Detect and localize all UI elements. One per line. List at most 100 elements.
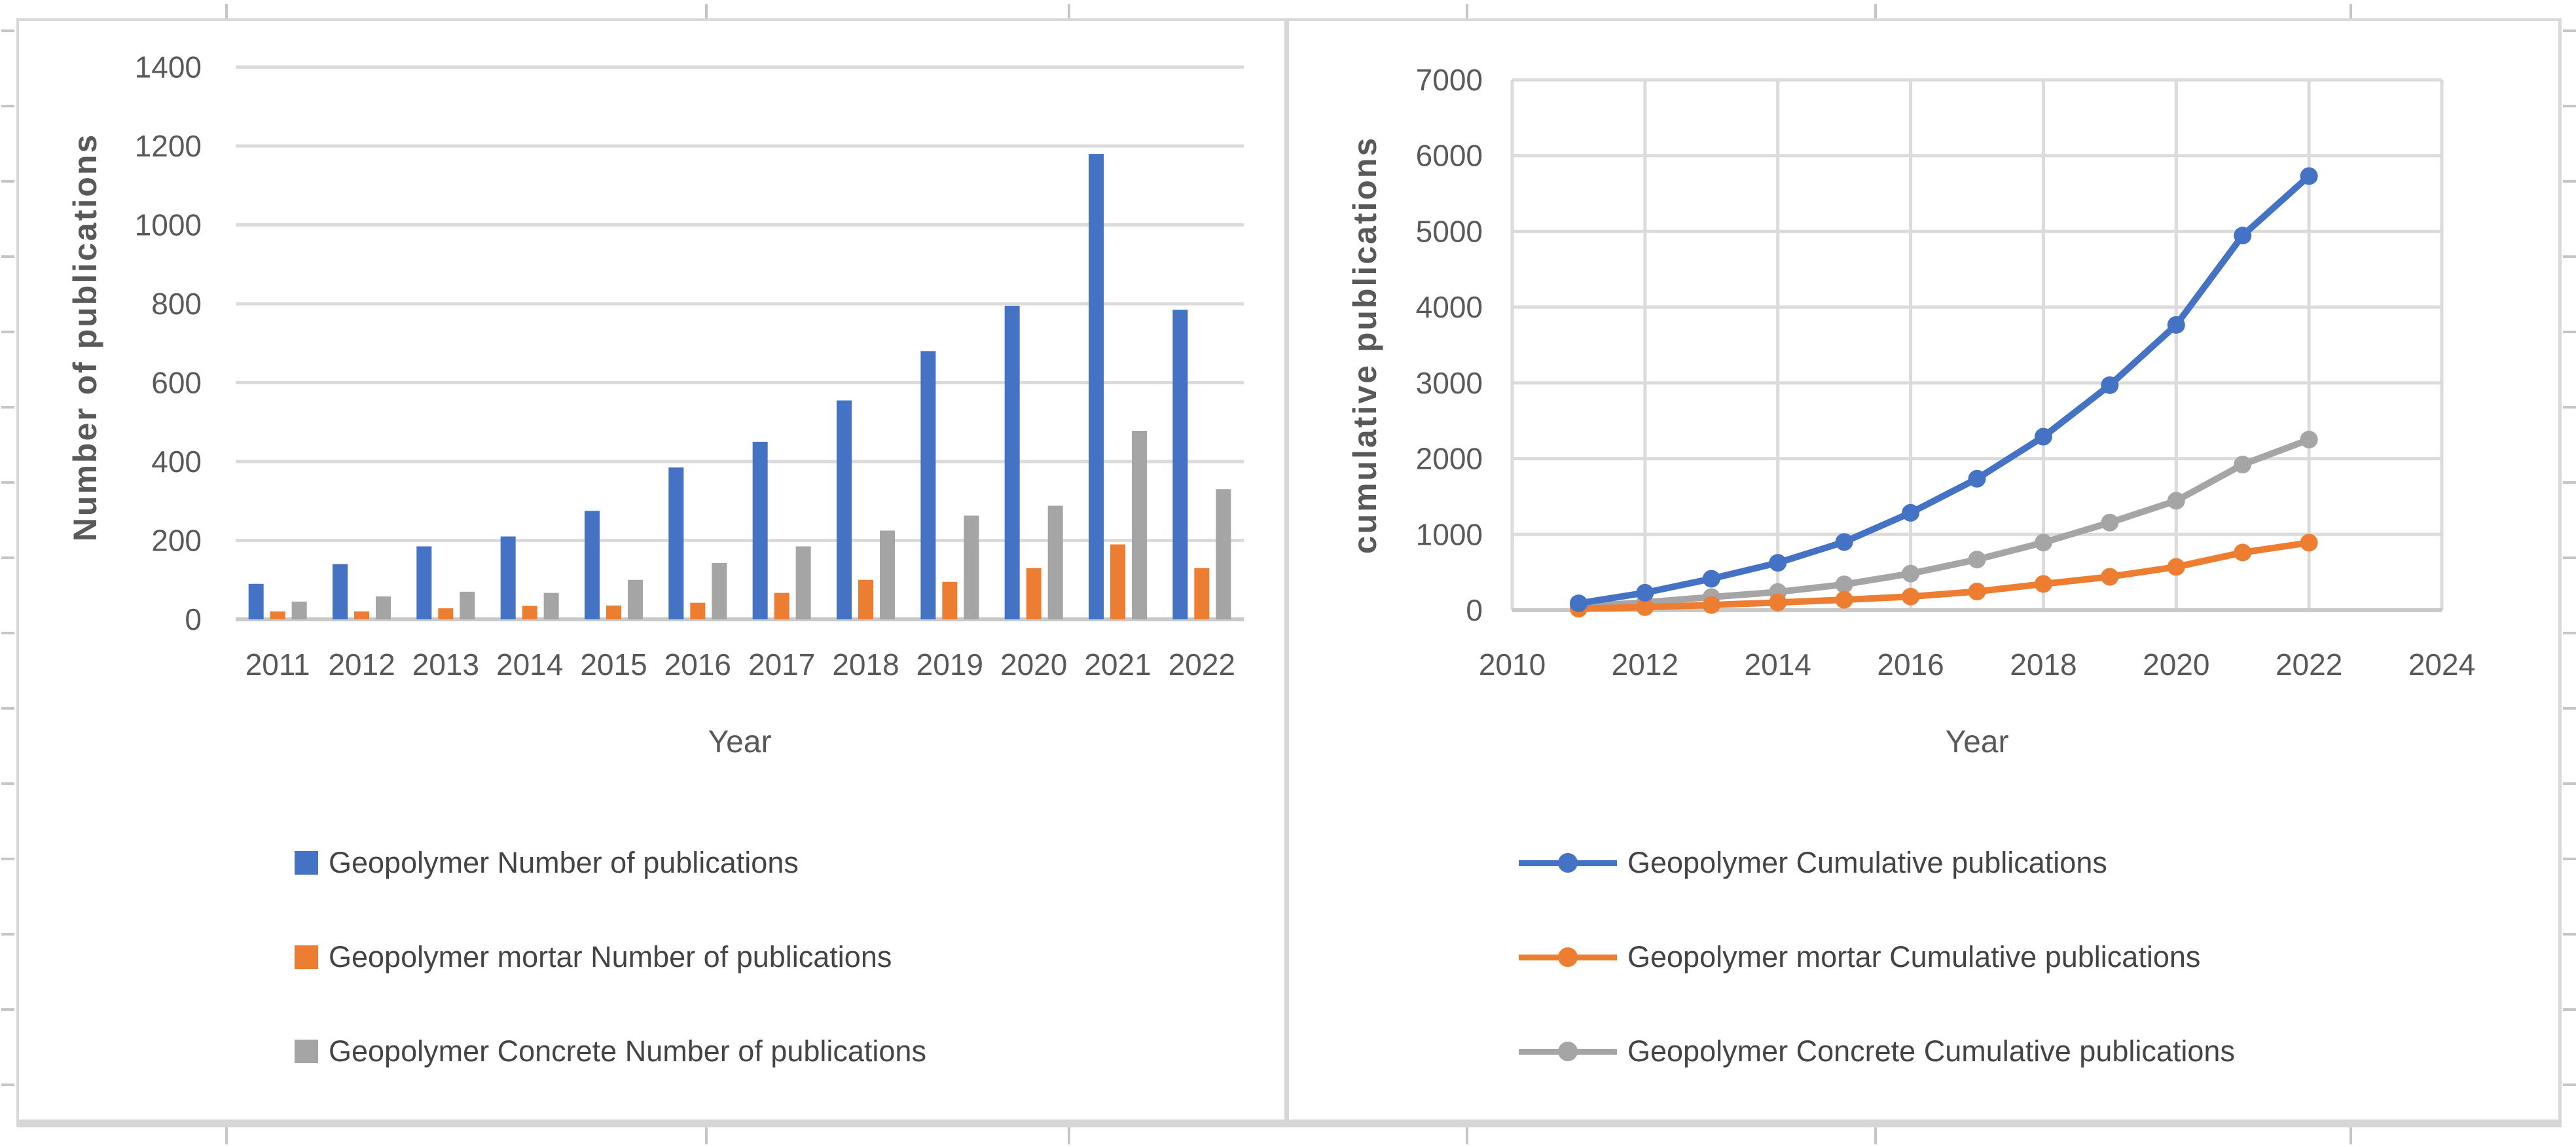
x-tick-label: 2018 [2010, 647, 2077, 682]
legend-label: Geopolymer Cumulative publications [1627, 846, 2107, 879]
ruler-tick [705, 1127, 708, 1144]
ruler-tick [2563, 29, 2576, 32]
bar [1194, 568, 1210, 619]
ruler-tick [1, 707, 14, 710]
data-point-marker [1835, 533, 1853, 551]
bar [668, 467, 684, 619]
bar [1132, 431, 1147, 619]
x-tick-label: 2022 [2276, 647, 2342, 682]
ruler-tick [2563, 1083, 2576, 1086]
legend-item: Geopolymer mortar Cumulative publication… [1519, 939, 2200, 975]
frame-left-border [16, 18, 19, 1127]
x-tick-label: 2020 [1000, 647, 1067, 682]
bar [1216, 489, 1231, 619]
y-tick-label: 800 [151, 287, 202, 321]
data-point-marker [1702, 570, 1720, 588]
bar [543, 592, 559, 619]
ruler-tick [1, 180, 14, 183]
data-point-marker [1902, 503, 1920, 522]
bar [795, 546, 811, 619]
data-point-marker [2101, 376, 2119, 394]
ruler-tick [2563, 556, 2576, 559]
y-tick-label: 1000 [135, 208, 202, 242]
data-point-marker [1835, 591, 1853, 609]
bar-series [248, 154, 1188, 620]
bar [690, 602, 706, 619]
legend-square-icon [295, 851, 318, 875]
x-tick-label: 2018 [832, 647, 899, 682]
data-point-marker [1636, 583, 1654, 602]
legend-item: Geopolymer Number of publications [295, 845, 799, 881]
y-tick-label: 5000 [1416, 214, 1483, 248]
legend-line-dot-icon [1519, 945, 1617, 969]
bar-series [291, 431, 1231, 619]
bar [376, 596, 391, 619]
bar [460, 591, 475, 619]
ruler-tick [2563, 180, 2576, 183]
bar [942, 581, 958, 619]
data-point-marker [2034, 575, 2052, 593]
data-point-marker [1835, 575, 1853, 594]
ruler-tick [1, 255, 14, 258]
x-axis-title: Year [708, 725, 772, 759]
ruler-tick [2563, 858, 2576, 860]
x-tick-label: 2017 [748, 647, 815, 682]
bar-chart: 0 200 400 600 800 1000 1200 1400 2011 2012 2013 201… [135, 50, 1244, 682]
bar [964, 515, 979, 619]
bar [438, 608, 454, 619]
data-point-marker [1636, 598, 1654, 616]
x-tick-label: 2012 [328, 647, 395, 682]
y-tick-label: 1200 [135, 129, 202, 163]
x-tick-label: 2010 [1479, 647, 1546, 682]
legend-item: Geopolymer Concrete Number of publicatio… [295, 1033, 926, 1070]
data-point-marker [1968, 469, 1986, 488]
legend-label: Geopolymer Concrete Cumulative publicati… [1627, 1034, 2235, 1068]
bar [712, 562, 727, 619]
x-tick-label: 2012 [1612, 647, 1678, 682]
y-tick-label: 0 [1466, 593, 1483, 627]
ruler-tick [2563, 782, 2576, 785]
ruler-tick [1, 858, 14, 860]
ruler-tick [2563, 481, 2576, 484]
bar [1004, 306, 1020, 619]
bar [837, 400, 852, 619]
data-point-marker [2034, 534, 2052, 552]
ruler-tick [1, 105, 14, 107]
bar [1047, 505, 1063, 619]
ruler-tick [1, 632, 14, 634]
ruler-tick [1, 1008, 14, 1011]
bar [291, 601, 307, 619]
ruler-tick [1, 782, 14, 785]
bar [880, 530, 895, 619]
bar-chart-panel: 0 200 400 600 800 1000 1200 1400 2011 2012 2013 201… [16, 18, 1284, 1127]
legend-label: Geopolymer mortar Cumulative publication… [1627, 940, 2201, 974]
x-axis-title: Year [1945, 725, 2009, 759]
ruler-tick [1, 933, 14, 936]
line-chart-panel: 0 1000 2000 3000 4000 5000 6000 7000 2010 2012 201… [1290, 18, 2561, 1127]
data-point-marker [2101, 568, 2119, 586]
ruler-tick [1, 481, 14, 484]
data-point-marker [1569, 594, 1587, 613]
line-chart: 0 1000 2000 3000 4000 5000 6000 7000 2010 2012 201… [1416, 63, 2476, 682]
bar [522, 606, 537, 619]
line-series [1569, 167, 2318, 613]
y-tick-label: 400 [151, 445, 202, 479]
bar [1026, 568, 1042, 619]
data-point-marker [2167, 316, 2185, 334]
y-tick-label: 200 [151, 524, 202, 558]
y-tick-label: 3000 [1416, 366, 1483, 400]
bar-series [270, 544, 1210, 619]
ruler-tick [705, 4, 708, 18]
panel-divider [1284, 18, 1289, 1127]
y-tick-label: 6000 [1416, 139, 1483, 173]
data-point-marker [1968, 583, 1986, 601]
data-point-marker [2300, 167, 2318, 185]
y-tick-label: 600 [151, 366, 202, 400]
x-tick-label: 2024 [2408, 647, 2475, 682]
ruler-tick [2563, 331, 2576, 333]
bar [416, 546, 432, 619]
ruler-tick [225, 1127, 228, 1144]
ruler-tick [2349, 1127, 2352, 1144]
bar [1172, 310, 1188, 619]
ruler-tick [1, 29, 14, 32]
